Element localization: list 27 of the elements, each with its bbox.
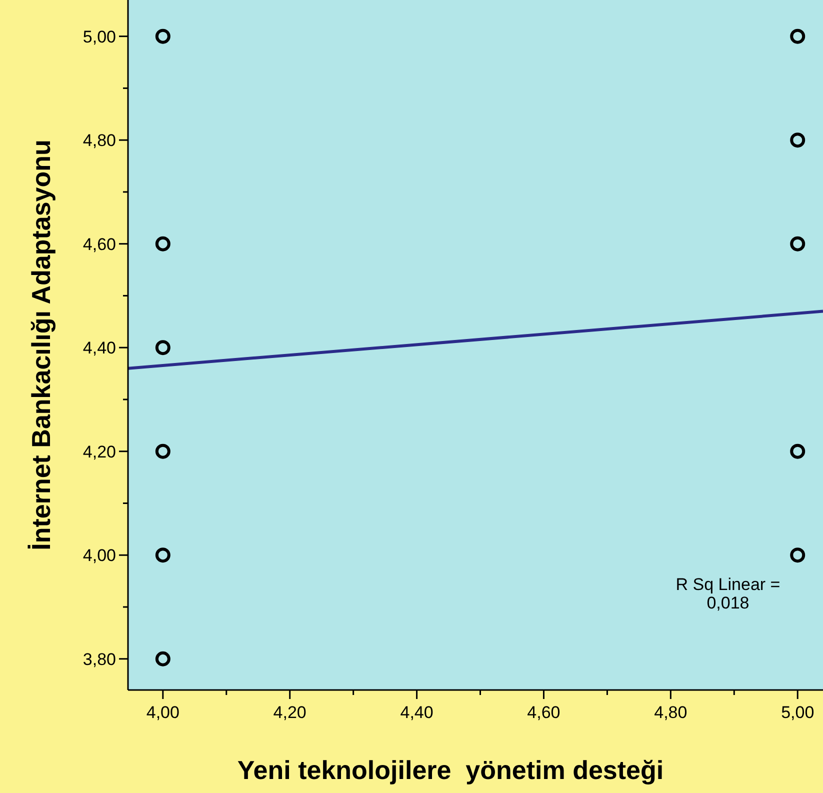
y-tick-label: 4,60 <box>82 234 116 254</box>
x-tick-label: 4,80 <box>654 703 688 722</box>
point <box>790 132 806 148</box>
y-tick-label: 4,40 <box>82 338 116 358</box>
point <box>790 28 806 44</box>
y-tick-label: 3,80 <box>82 650 116 669</box>
point <box>155 28 170 44</box>
point <box>155 236 170 252</box>
y-tick-label: 5,00 <box>82 27 116 46</box>
point <box>155 651 170 666</box>
point <box>790 444 806 459</box>
point <box>790 236 806 252</box>
y-axis-title: İnternet Bankacılığı Adaptasyonu <box>26 140 56 550</box>
x-tick-label: 4,40 <box>400 703 434 722</box>
x-tick-label: 4,60 <box>527 703 560 722</box>
x-axis-title: Yeni teknolojilere yönetim desteği <box>237 755 664 785</box>
y-tick-label: 4,20 <box>82 442 116 462</box>
point <box>155 548 170 563</box>
y-tick-label: 4,80 <box>82 131 116 150</box>
y-tick-label: 4,00 <box>82 546 116 566</box>
annotation: R Sq Linear = 0,018 <box>676 575 780 613</box>
x-tick-label: 5,00 <box>781 703 814 722</box>
point <box>790 548 806 563</box>
x-tick-label: 4,00 <box>146 703 180 722</box>
point <box>155 340 170 356</box>
x-tick-label: 4,20 <box>273 703 306 722</box>
point <box>155 444 170 459</box>
